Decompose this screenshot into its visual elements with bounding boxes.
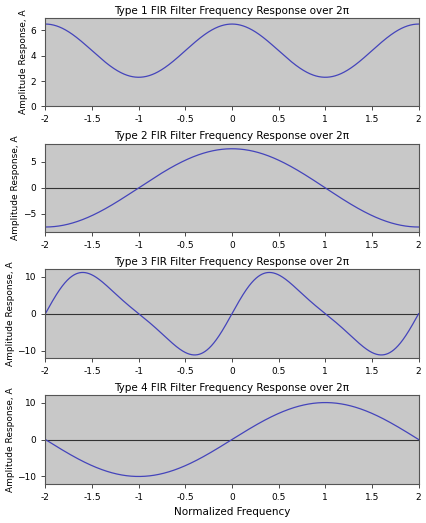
Y-axis label: Amplitude Response, A: Amplitude Response, A bbox=[19, 10, 28, 115]
Title: Type 3 FIR Filter Frequency Response over 2π: Type 3 FIR Filter Frequency Response ove… bbox=[114, 257, 348, 267]
Y-axis label: Amplitude Response, A: Amplitude Response, A bbox=[6, 387, 14, 492]
Title: Type 1 FIR Filter Frequency Response over 2π: Type 1 FIR Filter Frequency Response ove… bbox=[114, 6, 348, 16]
Y-axis label: Amplitude Response, A: Amplitude Response, A bbox=[6, 262, 14, 366]
Y-axis label: Amplitude Response, A: Amplitude Response, A bbox=[11, 135, 20, 240]
Title: Type 2 FIR Filter Frequency Response over 2π: Type 2 FIR Filter Frequency Response ove… bbox=[114, 131, 348, 141]
Title: Type 4 FIR Filter Frequency Response over 2π: Type 4 FIR Filter Frequency Response ove… bbox=[114, 383, 348, 393]
X-axis label: Normalized Frequency: Normalized Frequency bbox=[173, 507, 290, 517]
